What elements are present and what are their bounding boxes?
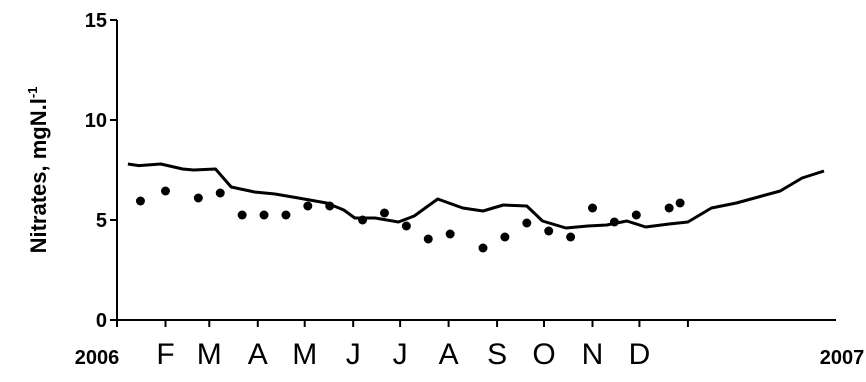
data-point-8 <box>325 201 335 211</box>
data-point-6 <box>281 210 291 220</box>
month-label-2: A <box>248 338 268 371</box>
data-point-22 <box>664 203 674 213</box>
y-axis-title-text: Nitrates, mgN.l <box>26 98 51 253</box>
x-start-year-label: 2006 <box>75 347 120 369</box>
data-point-7 <box>303 201 313 211</box>
data-point-1 <box>160 186 170 196</box>
data-point-23 <box>675 198 685 208</box>
data-point-10 <box>379 208 389 218</box>
data-point-14 <box>478 243 488 253</box>
y-axis-title-superscript: -1 <box>25 87 40 99</box>
data-point-19 <box>588 203 598 213</box>
data-point-12 <box>423 234 433 244</box>
y-axis-title: Nitrates, mgN.l-1 <box>25 87 51 254</box>
axes <box>110 19 836 327</box>
x-end-year-label: 2007 <box>820 347 865 369</box>
data-point-20 <box>609 217 619 227</box>
month-label-1: M <box>197 338 222 371</box>
data-point-5 <box>259 210 269 220</box>
month-label-0: F <box>156 338 174 371</box>
y-tick-label-3: 15 <box>85 10 107 32</box>
data-point-17 <box>544 226 554 236</box>
data-point-13 <box>445 229 455 239</box>
month-label-6: A <box>439 338 459 371</box>
month-label-5: J <box>393 338 408 371</box>
data-point-9 <box>358 215 368 225</box>
y-tick-label-2: 10 <box>85 110 107 132</box>
data-point-15 <box>500 232 510 242</box>
chart-marks <box>127 162 825 253</box>
data-point-2 <box>193 193 203 203</box>
y-tick-label-1: 5 <box>96 210 107 232</box>
y-tick-label-0: 0 <box>96 310 107 332</box>
data-point-3 <box>215 188 225 198</box>
data-point-18 <box>566 232 576 242</box>
data-point-21 <box>631 210 641 220</box>
month-label-7: S <box>487 338 507 371</box>
month-label-3: M <box>292 338 317 371</box>
series-line-0 <box>127 162 825 230</box>
data-point-11 <box>401 221 411 231</box>
data-point-0 <box>135 196 145 206</box>
month-label-4: J <box>346 338 361 371</box>
data-point-4 <box>237 210 247 220</box>
month-label-8: O <box>532 338 555 371</box>
month-label-9: N <box>582 338 604 371</box>
data-point-16 <box>522 218 532 228</box>
month-label-10: D <box>629 338 651 371</box>
